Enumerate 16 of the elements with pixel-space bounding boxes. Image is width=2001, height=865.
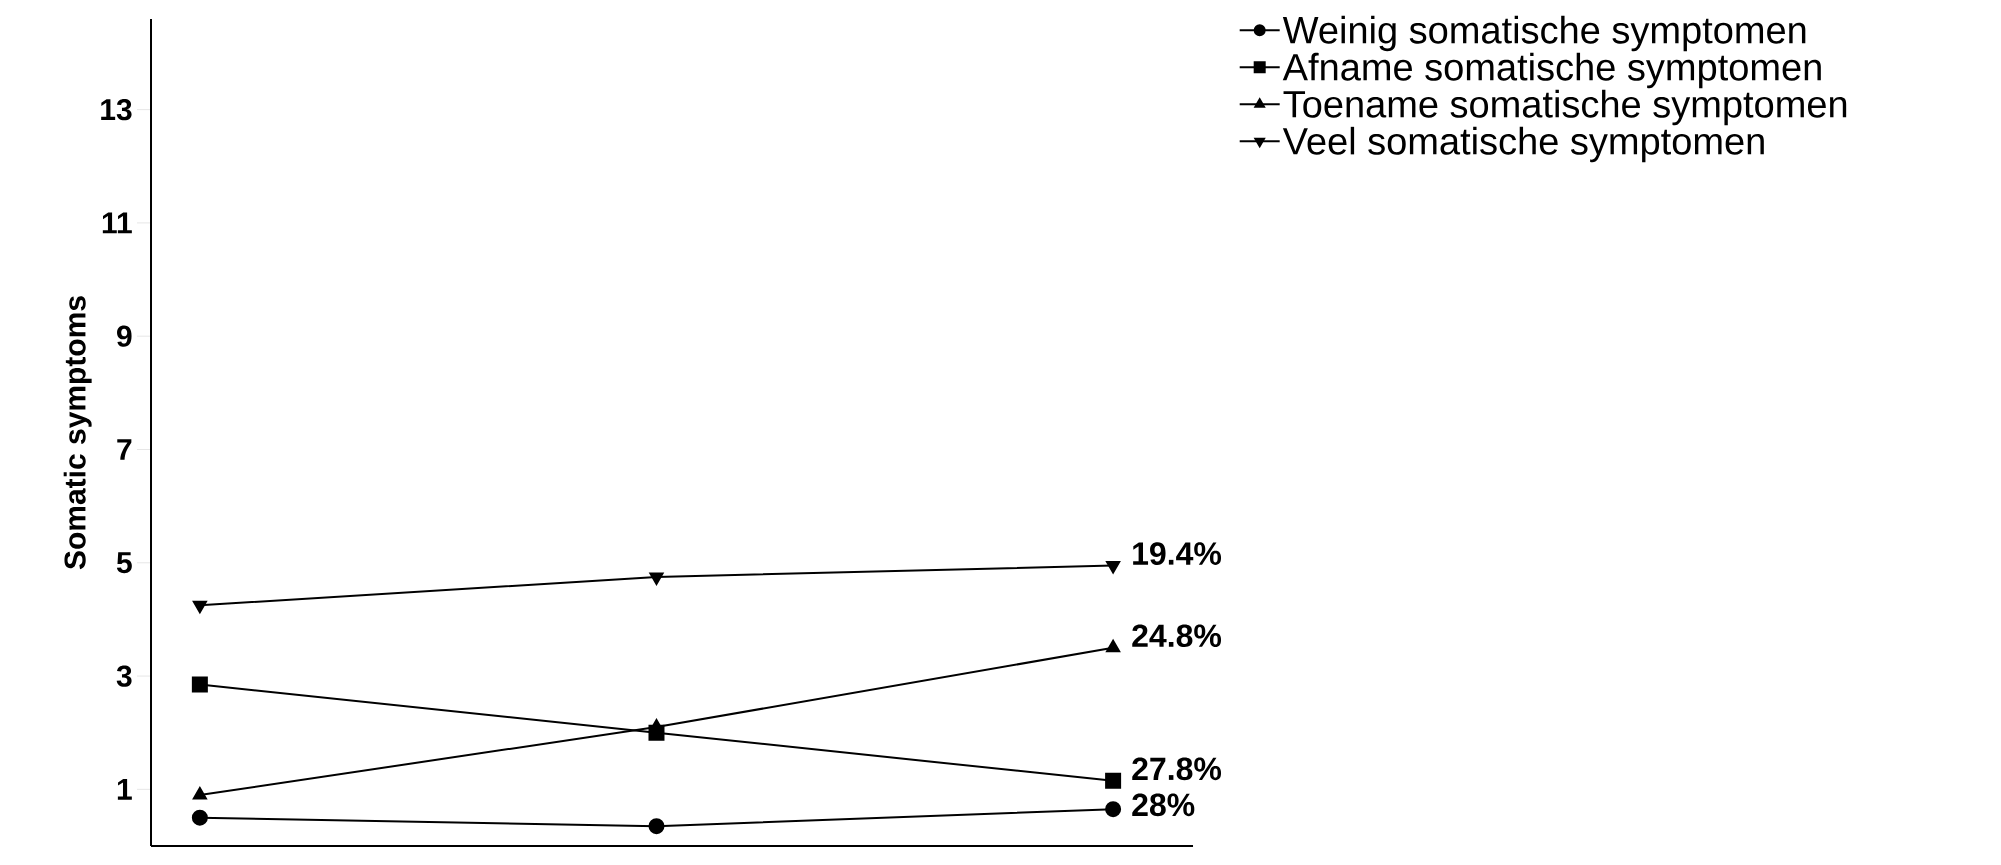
annotation: 24.8% (1132, 624, 1222, 648)
annotation: 28% (1132, 793, 1195, 817)
y-tick-label: 3 (116, 665, 132, 687)
legend-label: Weinig somatische symptomen (1282, 15, 1806, 52)
y-tick-label: 1 (117, 779, 132, 800)
legend-label: Veel somatische symptomen (1282, 126, 1764, 163)
y-tick-label: 7 (117, 439, 132, 460)
y-axis-title: Somatic symptoms (63, 296, 92, 570)
legend-label: Afname somatische symptomen (1282, 52, 1821, 89)
y-tick-label: 11 (102, 212, 132, 234)
y-tick-label: 5 (116, 552, 132, 574)
y-tick-label: 9 (117, 325, 132, 347)
annotation: 19.4% (1133, 542, 1222, 565)
annotation: 27.8% (1132, 757, 1222, 781)
legend-label: Toename somatische symptomen (1283, 89, 1847, 126)
y-tick-label: 13 (101, 98, 132, 121)
